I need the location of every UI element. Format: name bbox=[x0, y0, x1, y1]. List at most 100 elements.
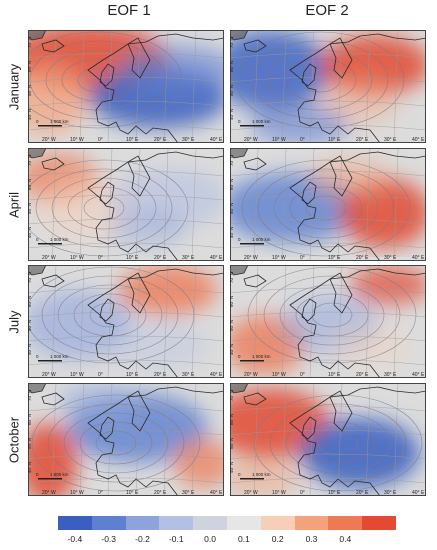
scale-zero-label: 0 bbox=[36, 119, 39, 124]
lon-label: 40° E bbox=[210, 490, 223, 496]
lat-label: 70° N bbox=[28, 272, 32, 283]
lon-label: 20° W bbox=[244, 490, 258, 496]
lon-label: 10° W bbox=[70, 490, 84, 496]
scale-zero-label: 0 bbox=[238, 119, 241, 124]
lon-label: 30° E bbox=[182, 255, 195, 261]
lon-label: 10° W bbox=[70, 372, 84, 378]
colorbar-segment bbox=[91, 516, 126, 530]
scale-distance-label: 1 000 km bbox=[50, 472, 69, 477]
lon-label: 30° E bbox=[182, 490, 195, 496]
lat-label: 50° N bbox=[230, 203, 234, 214]
lon-label: 10° E bbox=[328, 372, 341, 378]
lat-label: 50° N bbox=[230, 438, 234, 449]
lat-label: 40° N bbox=[230, 227, 234, 238]
colorbar-tick-label: 0.1 bbox=[237, 534, 250, 544]
row-title-april: April bbox=[6, 191, 22, 218]
scale-distance-label: 1 000 km bbox=[252, 237, 271, 242]
colorbar-tick-label: -0.1 bbox=[168, 534, 184, 544]
scale-bar bbox=[38, 125, 62, 127]
lon-label: 30° E bbox=[384, 490, 397, 496]
colorbar-segment bbox=[159, 516, 194, 530]
scale-distance-label: 1 000 km bbox=[252, 472, 271, 477]
row-title-july: July bbox=[6, 309, 22, 334]
lat-label: 50° N bbox=[28, 203, 32, 214]
lon-label: 0° bbox=[98, 255, 103, 261]
lon-label: 40° E bbox=[412, 372, 425, 378]
lat-label: 70° N bbox=[230, 37, 234, 48]
lon-label: 10° W bbox=[272, 137, 286, 143]
lat-label: 70° N bbox=[28, 37, 32, 48]
lon-label: 20° E bbox=[154, 372, 167, 378]
lon-label: 10° W bbox=[70, 255, 84, 261]
lat-label: 60° N bbox=[230, 179, 234, 190]
lon-label: 0° bbox=[98, 372, 103, 378]
colorbar-segment bbox=[260, 516, 295, 530]
lon-label: 40° E bbox=[412, 490, 425, 496]
lon-label: 10° W bbox=[70, 137, 84, 143]
lon-label: 10° W bbox=[272, 255, 286, 261]
lat-label: 40° N bbox=[28, 109, 32, 120]
map-panel-july-eof2: 70° N 60° N 50° N 40° N 20° W 10° W 0° 10° E 20°… bbox=[230, 265, 426, 378]
lon-label: 20° E bbox=[356, 490, 369, 496]
lat-label: 50° N bbox=[28, 85, 32, 96]
lon-label: 10° E bbox=[328, 137, 341, 143]
colorbar-segment bbox=[193, 516, 227, 530]
scale-bar bbox=[240, 243, 264, 245]
lon-label: 0° bbox=[98, 490, 103, 496]
lon-label: 10° E bbox=[126, 372, 139, 378]
scale-distance-label: 1 000 km bbox=[50, 119, 69, 124]
lon-label: 0° bbox=[300, 490, 305, 496]
colorbar-segment bbox=[362, 516, 396, 530]
lat-label: 60° N bbox=[230, 296, 234, 307]
scale-distance-label: 1 000 km bbox=[252, 119, 271, 124]
scale-bar bbox=[240, 360, 264, 362]
colorbar-tick-label: 0.0 bbox=[204, 534, 217, 544]
lon-label: 0° bbox=[300, 255, 305, 261]
lat-label: 50° N bbox=[28, 438, 32, 449]
colorbar-tick-label: 0.4 bbox=[339, 534, 352, 544]
colorbar-segment bbox=[58, 516, 92, 530]
lon-label: 10° E bbox=[126, 255, 139, 261]
lon-label: 40° E bbox=[412, 255, 425, 261]
lat-label: 50° N bbox=[230, 320, 234, 331]
lon-label: 40° E bbox=[210, 137, 223, 143]
lat-label: 70° N bbox=[230, 272, 234, 283]
lon-label: 10° E bbox=[126, 490, 139, 496]
lat-label: 70° N bbox=[230, 155, 234, 166]
row-title-october: October bbox=[6, 416, 22, 463]
colorbar-tick-label: -0.4 bbox=[67, 534, 83, 544]
scale-zero-label: 0 bbox=[238, 354, 241, 359]
lat-label: 70° N bbox=[28, 390, 32, 401]
scale-bar bbox=[240, 125, 264, 127]
lat-label: 60° N bbox=[230, 61, 234, 72]
scale-zero-label: 0 bbox=[238, 472, 241, 477]
scale-distance-label: 1 000 km bbox=[50, 237, 69, 242]
colorbar-tick-label: -0.2 bbox=[135, 534, 150, 544]
lon-label: 20° W bbox=[244, 137, 258, 143]
lat-label: 60° N bbox=[28, 61, 32, 72]
lon-label: 40° E bbox=[412, 137, 425, 143]
lon-label: 30° E bbox=[182, 137, 195, 143]
lon-label: 20° E bbox=[154, 255, 167, 261]
lat-label: 40° N bbox=[230, 109, 234, 120]
colorbar-tick-label: 0.3 bbox=[305, 534, 318, 544]
lat-label: 70° N bbox=[28, 155, 32, 166]
map-panel-april-eof1: 70° N 60° N 50° N 40° N 20° W 10° W 0° 10° E 20°… bbox=[28, 148, 224, 261]
lon-label: 30° E bbox=[384, 255, 397, 261]
lon-label: 10° E bbox=[328, 255, 341, 261]
colorbar-segment bbox=[294, 516, 329, 530]
lon-label: 20° W bbox=[42, 137, 56, 143]
map-panel-january-eof2: 70° N 60° N 50° N 40° N 20° W 10° W 0° 10° E 20°… bbox=[230, 30, 426, 143]
lat-label: 40° N bbox=[230, 462, 234, 473]
lon-label: 10° W bbox=[272, 490, 286, 496]
lat-label: 40° N bbox=[28, 227, 32, 238]
map-panel-july-eof1: 70° N 60° N 50° N 40° N 20° W 10° W 0° 10° E 20°… bbox=[28, 265, 224, 378]
map-panel-january-eof1: 70° N 60° N 50° N 40° N 20° W 10° W 0° 10° E 20°… bbox=[28, 30, 224, 143]
lat-label: 40° N bbox=[28, 462, 32, 473]
lon-label: 30° E bbox=[182, 372, 195, 378]
scale-distance-label: 1 000 km bbox=[50, 354, 69, 359]
colorbar-segment bbox=[328, 516, 363, 530]
scale-zero-label: 0 bbox=[36, 472, 39, 477]
lon-label: 20° W bbox=[244, 372, 258, 378]
scale-bar bbox=[38, 360, 62, 362]
